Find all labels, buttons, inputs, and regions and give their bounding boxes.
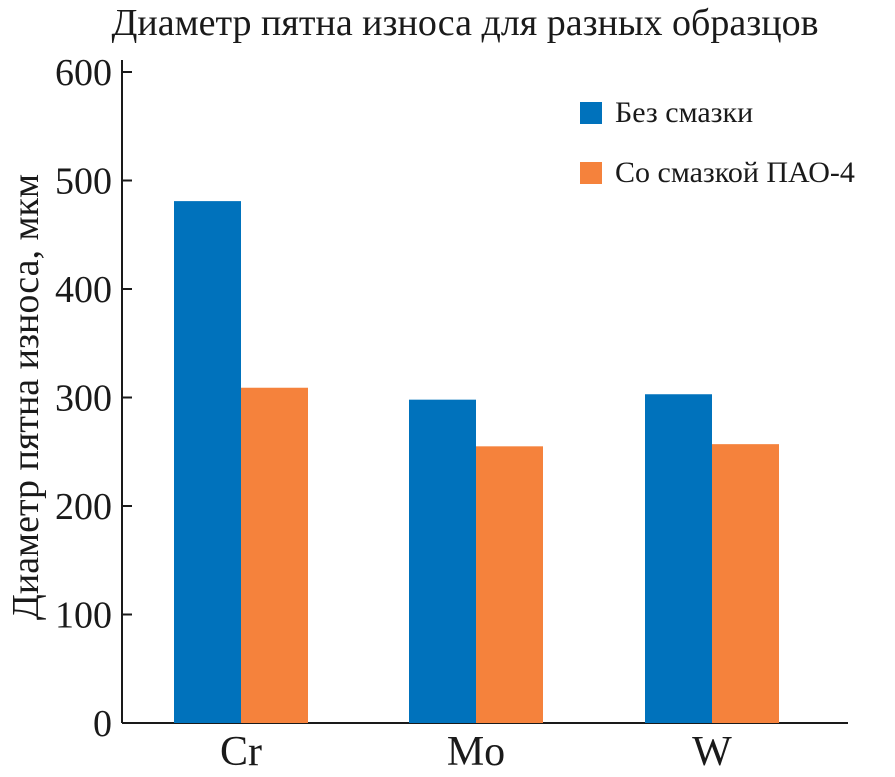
bar-w-series-1	[645, 394, 712, 723]
legend-swatch	[580, 162, 602, 184]
category-labels: Cr Mo W	[220, 729, 732, 775]
bars	[174, 201, 779, 724]
y-ticks: 0 100 200 300 400 500 600	[55, 52, 132, 745]
category-label: Mo	[447, 729, 505, 775]
bar-cr-series-1	[174, 201, 241, 724]
y-tick-label: 200	[55, 486, 112, 528]
y-tick-label: 300	[55, 378, 112, 420]
bar-cr-series-2	[241, 387, 308, 723]
legend: Без смазки Со смазкой ПАО-4	[580, 96, 855, 189]
y-tick-label: 500	[55, 161, 112, 203]
y-tick-label: 0	[93, 703, 112, 745]
chart-title: Диаметр пятна износа для разных образцов	[111, 2, 818, 44]
category-label: W	[692, 729, 732, 775]
y-tick-label: 600	[55, 52, 112, 94]
bar-w-series-2	[712, 444, 779, 723]
legend-label: Без смазки	[615, 96, 753, 129]
category-label: Cr	[220, 729, 262, 775]
legend-label: Со смазкой ПАО-4	[615, 156, 855, 189]
y-axis-label: Диаметр пятна износа, мкм	[5, 174, 47, 620]
y-tick-label: 100	[55, 595, 112, 637]
legend-swatch	[580, 102, 602, 124]
bar-mo-series-1	[409, 399, 476, 723]
bar-mo-series-2	[476, 446, 543, 723]
y-tick-label: 400	[55, 269, 112, 311]
